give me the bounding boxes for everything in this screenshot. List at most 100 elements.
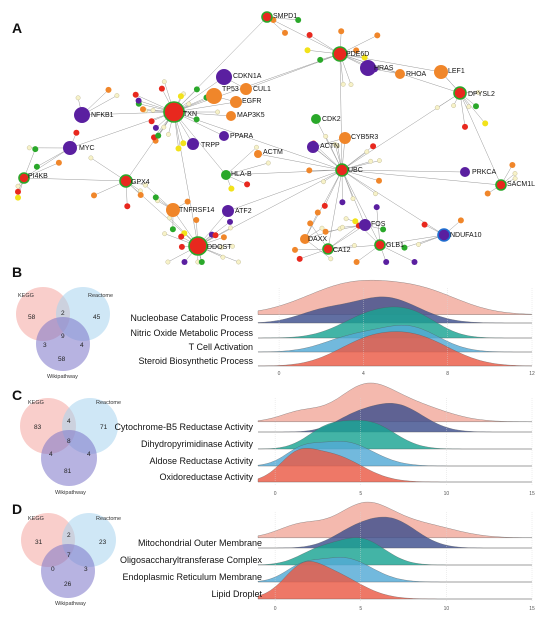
- network-leaf-node: [181, 259, 188, 265]
- ridge-category-label: Lipid Droplet: [211, 589, 262, 599]
- ridge-chart-b: 0 4 8 12 Nucleobase Catabolic Process Nitric …: [130, 280, 535, 377]
- ridge-chart-c: 0 5 10 15 Cytochrome-B5 Reductase Activity Di…: [114, 382, 535, 497]
- ridge-tick-label: 5: [359, 606, 362, 612]
- node-label-ppara: PPARA: [230, 133, 254, 140]
- ridge-density-2: [258, 516, 532, 549]
- network-node-smpd1: [261, 11, 273, 23]
- network-edge: [173, 111, 227, 176]
- venn-d-kr: 2: [67, 532, 71, 539]
- venn-c-wiki-only: 81: [64, 468, 72, 475]
- network-leaf-node: [340, 81, 346, 87]
- network-leaf-node: [178, 243, 185, 250]
- venn-b-rw: 4: [80, 342, 84, 349]
- ridge-chart-d: 0 5 10 15 Mitochondrial Outer Membrane Oligos…: [120, 501, 535, 612]
- network-leaf-node: [178, 233, 185, 240]
- node-label-tnfrsf14: TNFRSF14: [179, 207, 215, 214]
- ridge-category-label: Nucleobase Catabolic Process: [130, 313, 253, 323]
- node-label-fos: FOS: [371, 221, 386, 228]
- network-node-cdkn1a: [216, 69, 232, 85]
- network-leaf-node: [321, 202, 328, 209]
- network-node-hras: [360, 60, 376, 76]
- node-label-tp53: TP53: [222, 86, 239, 93]
- network-graph: SMPD1 PDE6D LEF1 HRAS DPYSL2 RHOA CDKN1A…: [15, 11, 535, 265]
- network-nodes: [15, 11, 518, 265]
- network-leaf-node: [401, 244, 408, 251]
- network-leaf-node: [370, 143, 377, 150]
- venn-c-reactome-label: Reactome: [96, 400, 121, 406]
- node-label-cdk2: CDK2: [322, 116, 341, 123]
- network-leaf-node: [352, 218, 359, 225]
- network-leaf-node: [236, 259, 241, 265]
- network-leaf-node: [466, 104, 472, 110]
- network-leaf-node: [373, 204, 380, 211]
- ridge-tick-label: 0: [274, 491, 277, 497]
- node-label-pde6d: PDE6D: [346, 51, 369, 58]
- network-leaf-node: [148, 118, 155, 125]
- venn-d-rw: 3: [84, 566, 88, 573]
- venn-c-kw: 4: [49, 451, 53, 458]
- panel-c-letter: C: [12, 387, 22, 403]
- network-leaf-node: [473, 103, 479, 110]
- network-edges: [17, 16, 516, 263]
- venn-c-kr: 4: [67, 418, 71, 425]
- network-leaf-node: [161, 79, 167, 85]
- network-leaf-node: [73, 129, 80, 136]
- venn-c-kegg-label: KEGG: [28, 400, 44, 406]
- network-edge: [459, 92, 502, 186]
- network-leaf-node: [307, 220, 314, 227]
- ridge-category-label: Aldose Reductase Activity: [149, 456, 253, 466]
- network-edge: [227, 169, 343, 212]
- network-leaf-node: [304, 47, 311, 54]
- network-leaf-node: [282, 29, 288, 36]
- network-leaf-node: [227, 218, 233, 225]
- network-leaf-node: [26, 145, 32, 151]
- network-leaf-node: [15, 194, 21, 201]
- node-label-smpd1: SMPD1: [273, 13, 297, 20]
- network-leaf-node: [457, 217, 464, 224]
- network-node-cdk2: [311, 114, 321, 124]
- network-leaf-node: [321, 179, 326, 185]
- network-node-txn: [163, 101, 185, 123]
- ridge-category-label: Oligosaccharyltransferase Complex: [120, 555, 263, 565]
- network-leaf-node: [373, 191, 378, 197]
- node-label-hras: HRAS: [374, 65, 394, 72]
- node-label-atf2: ATF2: [235, 208, 252, 215]
- network-node-hlab: [221, 170, 231, 180]
- venn-d-wiki-only: 26: [64, 581, 72, 588]
- node-label-gpx4: GPX4: [131, 179, 150, 186]
- node-label-ndufa10: NDUFA10: [450, 232, 482, 239]
- network-leaf-node: [33, 163, 40, 170]
- ridge-category-label: Nitric Oxide Metabolic Process: [130, 328, 253, 338]
- venn-d-all: 7: [67, 552, 71, 559]
- node-label-map3k5: MAP3K5: [237, 112, 265, 119]
- network-leaf-node: [158, 85, 165, 92]
- network-leaf-node: [193, 217, 200, 223]
- network-leaf-node: [152, 124, 159, 131]
- network-leaf-node: [162, 231, 168, 237]
- venn-b-kegg-only: 58: [28, 314, 36, 321]
- ridge-tick-label: 0: [278, 371, 281, 377]
- network-leaf-node: [184, 198, 191, 205]
- venn-b-wiki-label: Wikipathway: [47, 374, 78, 380]
- network-leaf-node: [230, 243, 235, 249]
- venn-d-kegg-only: 31: [35, 539, 43, 546]
- network-leaf-node: [380, 226, 387, 233]
- network-node-ppara: [219, 131, 229, 141]
- network-edge: [225, 147, 257, 176]
- network-leaf-node: [186, 101, 192, 107]
- network-leaf-node: [323, 133, 329, 139]
- node-label-actm: ACTM: [263, 149, 283, 156]
- network-node-map3k5: [226, 111, 236, 121]
- venn-d-reactome-only: 23: [99, 539, 107, 546]
- network-leaf-node: [105, 86, 112, 93]
- network-edge: [327, 225, 360, 250]
- network-leaf-node: [364, 149, 370, 155]
- ridge-density-2: [258, 403, 532, 433]
- node-label-dpysl2: DPYSL2: [468, 91, 495, 98]
- network-node-trpp: [187, 138, 199, 150]
- network-leaf-node: [155, 132, 162, 139]
- network-leaf-node: [361, 54, 368, 61]
- venn-d-kw: 0: [51, 566, 55, 573]
- network-leaf-node: [15, 188, 21, 195]
